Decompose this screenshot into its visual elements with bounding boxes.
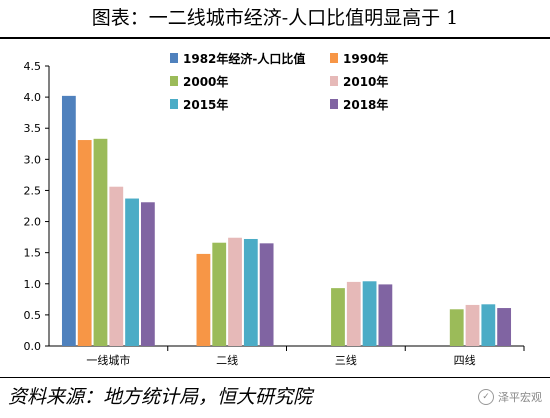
- bar: [481, 304, 496, 346]
- bar: [212, 242, 227, 346]
- bar: [109, 186, 124, 346]
- y-tick-label: 1.0: [24, 278, 42, 291]
- bar: [362, 281, 377, 346]
- bar: [196, 253, 211, 346]
- bar: [465, 304, 480, 346]
- bar: [61, 95, 76, 346]
- bar: [449, 309, 464, 346]
- bar-chart: 0.0 0.5 1.0 1.5 2.0 2.5 3.0 3.5 4.0 4.5 一线城市 二线 三线 四线…: [24, 51, 525, 367]
- legend-swatch: [170, 99, 178, 109]
- legend-swatch: [330, 99, 338, 109]
- bar: [331, 288, 345, 346]
- bar: [228, 237, 242, 346]
- watermark-label: 泽平宏观: [498, 391, 542, 404]
- bar: [497, 308, 512, 346]
- bar: [125, 198, 139, 346]
- legend-label: 2010年: [343, 74, 388, 89]
- y-tick-label: 3.5: [24, 122, 42, 135]
- x-tick-label: 一线城市: [86, 353, 130, 367]
- source-note: 资料来源：地方统计局，恒大研究院: [8, 386, 313, 408]
- y-tick-label: 4.5: [24, 60, 42, 73]
- x-tick-label: 三线: [335, 353, 357, 367]
- wechat-icon: ✓: [478, 389, 494, 405]
- x-tick-label: 二线: [216, 353, 238, 367]
- legend-swatch: [330, 76, 338, 86]
- bar: [346, 281, 361, 346]
- legend-swatch: [170, 53, 178, 63]
- title-divider: [0, 37, 550, 39]
- bar: [93, 138, 108, 346]
- y-tick-label: 4.0: [24, 91, 42, 104]
- bar: [77, 140, 92, 346]
- footer-divider: [0, 377, 550, 378]
- legend-swatch: [330, 53, 338, 63]
- y-tick-label: 1.5: [24, 247, 42, 260]
- bar: [259, 243, 274, 346]
- y-tick-label: 2.5: [24, 184, 42, 197]
- legend-label: 1990年: [343, 51, 388, 66]
- legend-label: 2018年: [343, 97, 388, 112]
- bar: [378, 284, 393, 346]
- bar: [243, 238, 258, 346]
- legend-label: 2000年: [183, 74, 228, 89]
- bar: [140, 202, 155, 346]
- legend-swatch: [170, 76, 178, 86]
- y-tick-label: 0.0: [24, 340, 42, 353]
- y-tick-label: 3.0: [24, 153, 42, 166]
- legend-label: 1982年经济-人口比值: [183, 51, 305, 66]
- watermark: ✓ 泽平宏观: [478, 389, 542, 405]
- legend-label: 2015年: [183, 97, 228, 112]
- y-tick-label: 2.0: [24, 216, 42, 229]
- x-tick-label: 四线: [454, 353, 476, 367]
- page-title: 图表：一二线城市经济-人口比值明显高于 1: [91, 7, 459, 29]
- y-tick-label: 0.5: [24, 309, 42, 322]
